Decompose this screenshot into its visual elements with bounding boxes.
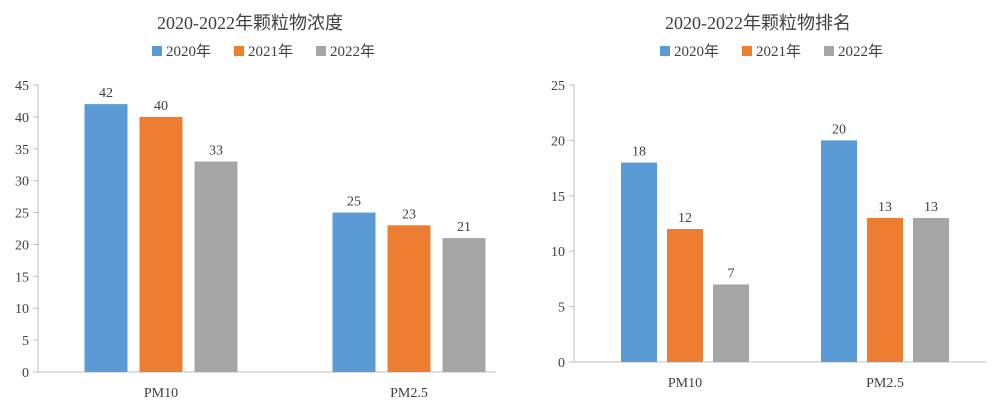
x-category-label: PM2.5 bbox=[390, 386, 428, 401]
data-label: 40 bbox=[154, 99, 168, 114]
y-tick-label: 20 bbox=[15, 238, 29, 253]
legend-swatch-1 bbox=[234, 46, 244, 56]
concentration-chart: 2020-2022年颗粒物浓度 2020年 2021年 2022年 0 5 10 15 20 25… bbox=[15, 13, 496, 401]
bar-PM10-2022年 bbox=[713, 284, 749, 362]
legend-label-1: 2021年 bbox=[756, 43, 801, 60]
ranking-chart: 2020-2022年颗粒物排名 2020年 2021年 2022年 0 5 10 15 20 25… bbox=[551, 13, 986, 391]
y-tick-label: 5 bbox=[22, 334, 29, 349]
bar-PM2.5-2020年 bbox=[332, 212, 376, 372]
data-label: 13 bbox=[878, 200, 892, 215]
y-tick-label: 10 bbox=[551, 245, 565, 260]
data-label: 33 bbox=[209, 144, 223, 159]
legend-swatch-2 bbox=[316, 46, 326, 56]
data-label: 7 bbox=[728, 266, 735, 281]
chart-title: 2020-2022年颗粒物排名 bbox=[665, 13, 851, 33]
y-tick-label: 30 bbox=[15, 175, 29, 190]
data-label: 23 bbox=[402, 207, 416, 222]
y-tick-label: 0 bbox=[22, 366, 29, 381]
legend-label-2: 2022年 bbox=[330, 43, 375, 60]
y-tick-label: 20 bbox=[551, 134, 565, 149]
y-tick-label: 10 bbox=[15, 302, 29, 317]
ranking-chart-panel: 2020-2022年颗粒物排名 2020年 2021年 2022年 0 5 10 15 20 25… bbox=[500, 0, 1000, 410]
y-tick-label: 45 bbox=[15, 79, 29, 94]
bar-PM2.5-2020年 bbox=[821, 140, 857, 362]
data-label: 25 bbox=[347, 195, 361, 210]
legend-label-0: 2020年 bbox=[674, 43, 719, 60]
bar-PM10-2020年 bbox=[84, 104, 128, 372]
y-tick-label: 15 bbox=[551, 190, 565, 205]
y-tick-label: 0 bbox=[558, 356, 565, 371]
data-label: 13 bbox=[924, 200, 938, 215]
y-tick-label: 5 bbox=[558, 301, 565, 316]
concentration-chart-panel: 2020-2022年颗粒物浓度 2020年 2021年 2022年 0 5 10 15 20 25… bbox=[15, 13, 496, 401]
y-tick-label: 35 bbox=[15, 143, 29, 158]
bar-PM2.5-2022年 bbox=[913, 217, 949, 362]
bar-PM10-2020年 bbox=[621, 162, 657, 362]
legend-swatch-2 bbox=[824, 46, 834, 56]
bar-PM2.5-2021年 bbox=[387, 225, 431, 372]
legend-label-2: 2022年 bbox=[838, 43, 883, 60]
bar-PM10-2021年 bbox=[139, 116, 183, 372]
x-category-label: PM10 bbox=[144, 386, 178, 401]
data-label: 21 bbox=[457, 220, 471, 235]
y-tick-label: 40 bbox=[15, 111, 29, 126]
legend-swatch-0 bbox=[152, 46, 162, 56]
y-tick-label: 25 bbox=[15, 207, 29, 222]
data-label: 20 bbox=[832, 122, 846, 137]
data-label: 12 bbox=[678, 211, 692, 226]
data-label: 42 bbox=[99, 86, 113, 101]
x-category-label: PM10 bbox=[668, 376, 702, 391]
bar-PM10-2022年 bbox=[194, 161, 238, 372]
legend-label-1: 2021年 bbox=[248, 43, 293, 60]
x-category-label: PM2.5 bbox=[866, 376, 904, 391]
legend-swatch-0 bbox=[660, 46, 670, 56]
bar-PM2.5-2022年 bbox=[442, 238, 486, 372]
data-label: 18 bbox=[632, 145, 646, 160]
chart-title: 2020-2022年颗粒物浓度 bbox=[157, 13, 343, 33]
legend-label-0: 2020年 bbox=[166, 43, 211, 60]
legend-swatch-1 bbox=[742, 46, 752, 56]
bar-PM10-2021年 bbox=[667, 229, 703, 362]
bar-PM2.5-2021年 bbox=[867, 217, 903, 362]
y-tick-label: 25 bbox=[551, 79, 565, 94]
y-tick-label: 15 bbox=[15, 270, 29, 285]
